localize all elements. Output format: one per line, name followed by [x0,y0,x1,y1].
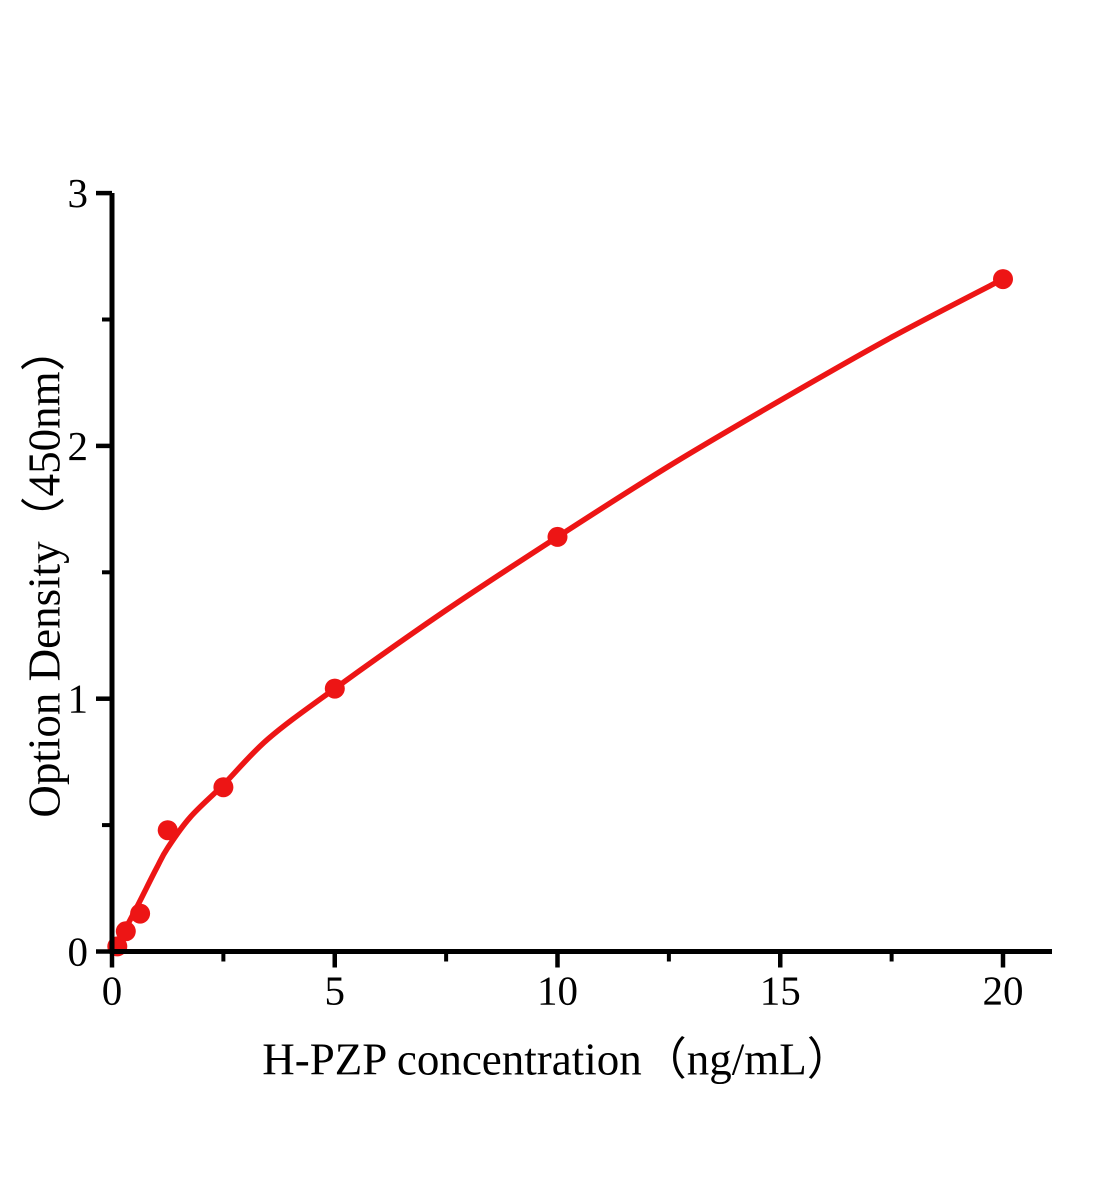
y-axis-title: Option Density（450nm） [19,326,70,818]
x-tick-label: 5 [325,968,346,1014]
data-point [993,269,1013,290]
data-point [213,777,234,798]
x-tick-label: 20 [983,968,1024,1014]
x-tick-label: 15 [760,968,801,1014]
fit-curve-line [109,276,1006,955]
y-tick-label: 2 [68,423,89,469]
x-tick-label: 10 [537,968,578,1014]
y-tick-label: 3 [68,170,89,216]
x-tick-label: 0 [102,968,123,1014]
data-point [157,820,178,841]
x-axis-title: H-PZP concentration（ng/mL） [262,1034,852,1085]
y-tick-label: 1 [68,676,89,722]
y-tick-label: 0 [68,929,89,975]
data-point [115,921,136,942]
data-point [547,526,568,547]
data-point [130,903,151,924]
data-point [324,678,345,699]
